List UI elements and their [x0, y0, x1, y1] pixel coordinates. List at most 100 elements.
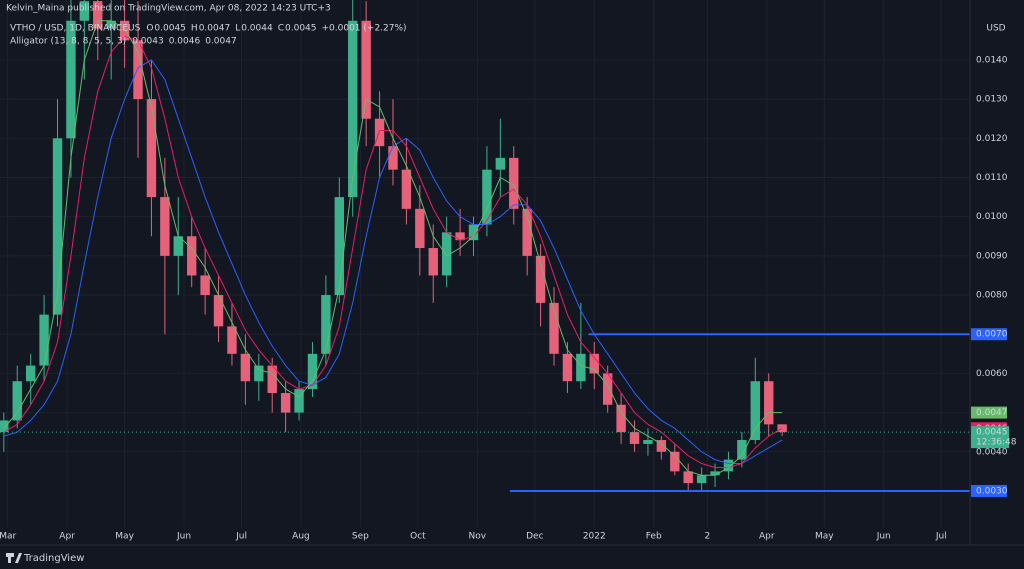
candle-body	[267, 365, 277, 393]
x-tick-label: Mar	[0, 532, 16, 542]
alligator-line	[3, 20, 783, 476]
candle-body	[670, 451, 680, 472]
x-tick-label: Apr	[59, 532, 75, 542]
candle-body	[187, 236, 197, 276]
x-tick-label: Dec	[526, 532, 543, 542]
y-tick-label: 0.0080	[976, 291, 1008, 301]
y-tick-label: 0.0110	[976, 173, 1008, 183]
y-tick-label: 0.0120	[976, 134, 1008, 144]
y-tick-label: 0.0040	[976, 447, 1008, 457]
y-tick-label: 0.0100	[976, 212, 1008, 222]
candle-body	[589, 353, 599, 374]
ohlc-key: C	[278, 24, 284, 34]
x-tick-label: Sep	[352, 532, 369, 542]
level-tag-label: 0.0070	[976, 330, 1008, 340]
x-tick-label: Jun	[176, 532, 191, 542]
candle-body	[280, 392, 291, 413]
candle-body	[213, 295, 224, 327]
candle-body	[428, 248, 438, 276]
countdown: 12:36:48	[976, 438, 1017, 448]
candle-body	[348, 20, 358, 198]
close-tag-label: 0.0045	[976, 428, 1008, 438]
indicator-value: 0.0046	[169, 37, 201, 47]
y-tick-label: 0.0140	[976, 55, 1008, 65]
candle-body	[468, 224, 479, 241]
change: +0.0001 (+2.27%)	[322, 24, 407, 34]
candle-body	[710, 471, 720, 476]
candle-body	[93, 1, 103, 29]
candle-body	[602, 373, 613, 405]
alligator-line	[3, 59, 783, 465]
x-tick-label: Apr	[759, 532, 775, 542]
candle-body	[629, 432, 640, 444]
candle-body	[562, 353, 573, 382]
level-tag	[971, 328, 1007, 341]
candle-body	[495, 157, 506, 170]
ohlc-value: 0.0044	[241, 24, 273, 34]
candle-body	[643, 440, 653, 444]
brand: TradingView	[23, 553, 84, 564]
candle-body	[106, 20, 116, 29]
candle-body	[0, 420, 9, 433]
indicator-title: Alligator (13, 8, 8, 5, 5, 3)	[10, 37, 126, 47]
ohlc-key: H	[191, 24, 198, 34]
candle-body	[723, 459, 734, 472]
candle-body	[535, 255, 546, 303]
candle-body	[200, 275, 210, 296]
ohlc-value: 0.0045	[154, 24, 186, 34]
close-tag	[971, 426, 1009, 449]
candle-body	[254, 365, 264, 382]
publisher: Kelvin_Maina published on TradingView.co…	[6, 4, 331, 14]
axes: 0.00400.00500.00600.00700.00800.00900.01…	[0, 55, 1017, 541]
candle-body	[321, 295, 331, 354]
indicator-value: 0.0047	[205, 37, 237, 47]
candle-body	[294, 389, 304, 413]
candle-body	[683, 471, 693, 484]
candle-body	[240, 353, 251, 382]
candle-body	[764, 381, 774, 425]
candle-body	[750, 381, 760, 441]
candle-body	[656, 440, 667, 452]
candle-body	[361, 20, 371, 119]
candle-body	[522, 208, 532, 256]
x-tick-label: 2022	[583, 532, 606, 542]
currency: USD	[986, 24, 1005, 34]
x-tick-label: Aug	[292, 532, 310, 542]
candle-body	[415, 208, 425, 249]
candle-body	[576, 353, 586, 382]
candle-body	[52, 138, 63, 315]
candle-body	[133, 40, 143, 100]
candle-body	[616, 404, 626, 433]
candle-body	[549, 302, 559, 354]
candle-body	[509, 157, 519, 209]
level-tag	[971, 484, 1007, 497]
y-tick-label: 0.0060	[976, 369, 1008, 379]
candle-body	[12, 381, 22, 421]
candle-body	[401, 169, 412, 209]
indicator-value: 0.0043	[132, 37, 164, 47]
candle-body	[160, 197, 170, 256]
x-tick-label: May	[815, 532, 834, 542]
candle-body	[146, 99, 157, 198]
x-tick-label: Feb	[646, 532, 662, 542]
alligator-line	[3, 35, 783, 468]
candle-body	[79, 1, 90, 21]
candle-body	[39, 314, 49, 366]
candle-body	[737, 440, 747, 460]
candle-body	[173, 236, 183, 256]
candle-body	[455, 232, 465, 241]
candle-body	[119, 20, 130, 41]
candle-body	[227, 326, 237, 354]
ohlc-key: L	[235, 24, 240, 34]
x-tick-label: Jul	[935, 532, 947, 542]
candle-body	[441, 232, 452, 276]
y-tick-label: 0.0130	[976, 95, 1008, 105]
x-tick-label: May	[115, 532, 134, 542]
candle-body	[66, 20, 76, 139]
symbol-title: VTHO / USD, 1D, BINANCEUS	[10, 24, 141, 34]
level-tag-label: 0.0030	[976, 486, 1008, 496]
candle-body	[334, 197, 345, 296]
x-tick-label: Nov	[469, 532, 487, 542]
